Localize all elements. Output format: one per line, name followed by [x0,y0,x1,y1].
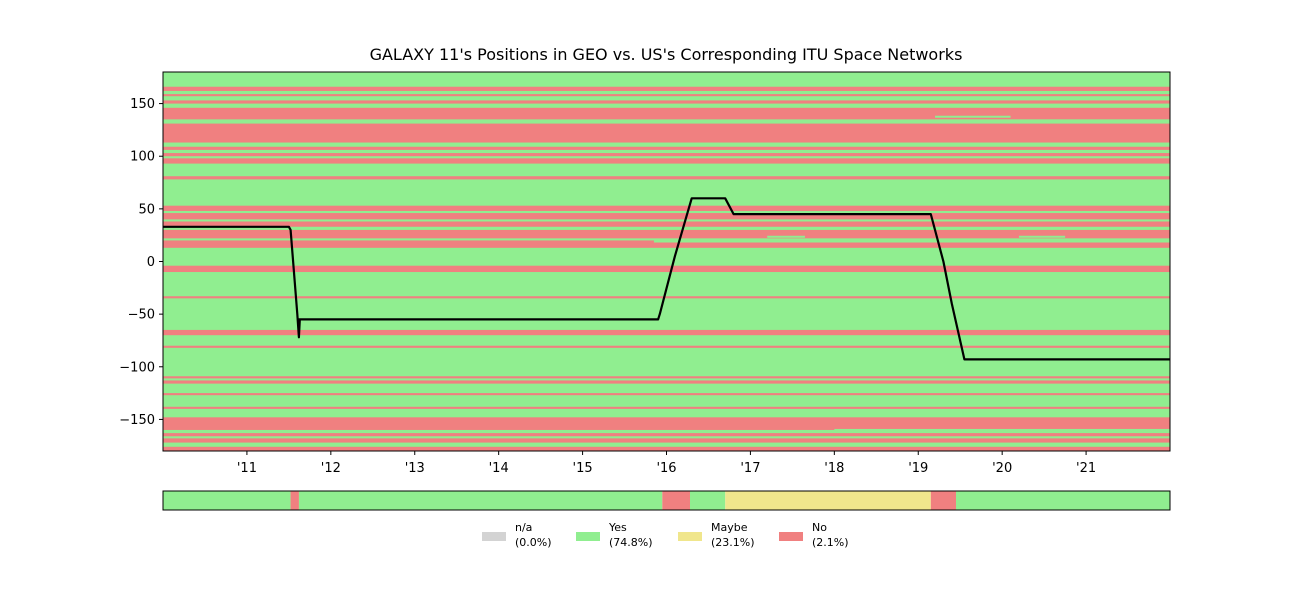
x-tick-label: '14 [489,461,509,476]
y-tick-label: −50 [128,308,155,323]
band-no [163,107,1170,120]
band-yes-segment [935,115,1011,118]
legend: n/a (0.0%) Yes (74.8%) Maybe (23.1%) No (2.1%) [482,521,849,549]
band-yes-segment [1018,235,1066,238]
band-no [163,176,1170,180]
strip-frame [162,490,1171,511]
legend-percent: (74.8%) [609,536,653,549]
band-no [163,86,1170,91]
band-yes-segment [767,235,805,238]
band-no [163,94,1170,97]
y-tick-label: 50 [138,202,155,217]
band-no [163,417,1170,430]
band-no [163,345,1170,348]
strip-segment-yes [163,491,291,510]
band-yes-segment [834,428,1170,431]
band-no [163,221,1170,227]
chart-title: GALAXY 11's Positions in GEO vs. US's Co… [370,45,963,64]
legend-percent: (2.1%) [812,536,849,549]
strip-segment-no [662,491,690,510]
band-no [163,158,1170,164]
legend-swatch [576,532,600,541]
band-no [163,329,1170,336]
status-strip [162,490,1171,511]
legend-item-maybe: Maybe (23.1%) [678,521,755,549]
x-tick-label: '18 [824,461,844,476]
band-no [163,376,1170,379]
band-no [163,205,1170,211]
strip-segment-yes [956,491,1170,510]
strip-segment-maybe [725,491,931,510]
y-tick-label: 150 [130,97,155,112]
legend-swatch [779,532,803,541]
y-tick-label: 100 [130,150,155,165]
band-no [163,406,1170,409]
band-no [163,380,1170,384]
strip-segment-no [930,491,957,510]
legend-label: n/a [515,521,532,534]
band-yes-segment [653,240,1170,243]
band-no [163,265,1170,273]
band-no [163,123,1170,143]
y-tick-label: −100 [119,360,155,375]
strip-segment-no [290,491,299,510]
legend-swatch [482,532,506,541]
x-tick-label: '15 [573,461,593,476]
band-no [163,438,1170,443]
legend-swatch [678,532,702,541]
band-no [163,433,1170,437]
band-no [163,213,1170,220]
legend-label: Maybe [711,521,748,534]
band-no [163,153,1170,157]
legend-item-na: n/a (0.0%) [482,521,552,549]
y-tick-label: −150 [119,413,155,428]
strip-segment-yes [689,491,726,510]
band-yes-segment [935,119,1170,122]
x-tick-label: '19 [908,461,928,476]
band-no [163,146,1170,150]
band-no [163,240,1170,248]
position-line [163,197,1170,361]
x-tick-label: '11 [237,461,257,476]
band-no [163,100,1170,104]
x-tick-label: '12 [321,461,341,476]
band-no [163,229,1170,239]
x-tick-label: '17 [740,461,760,476]
plot-area: 150 100 50 0 −50 −100 −150 '11 '12 '13 '14 '15 '16 '1… [119,71,1171,476]
strip-segment-yes [298,491,663,510]
legend-label: No [812,521,827,534]
band-no [163,446,1170,451]
band-no [163,393,1170,396]
x-tick-label: '21 [1076,461,1096,476]
x-tick-label: '16 [656,461,676,476]
band-no [163,296,1170,299]
x-tick-label: '13 [405,461,425,476]
legend-percent: (0.0%) [515,536,552,549]
band-yes-segment [700,119,722,122]
legend-label: Yes [608,521,627,534]
y-tick-label: 0 [147,255,155,270]
legend-item-no: No (2.1%) [779,521,849,549]
legend-item-yes: Yes (74.8%) [576,521,653,549]
legend-percent: (23.1%) [711,536,755,549]
x-tick-label: '20 [992,461,1012,476]
